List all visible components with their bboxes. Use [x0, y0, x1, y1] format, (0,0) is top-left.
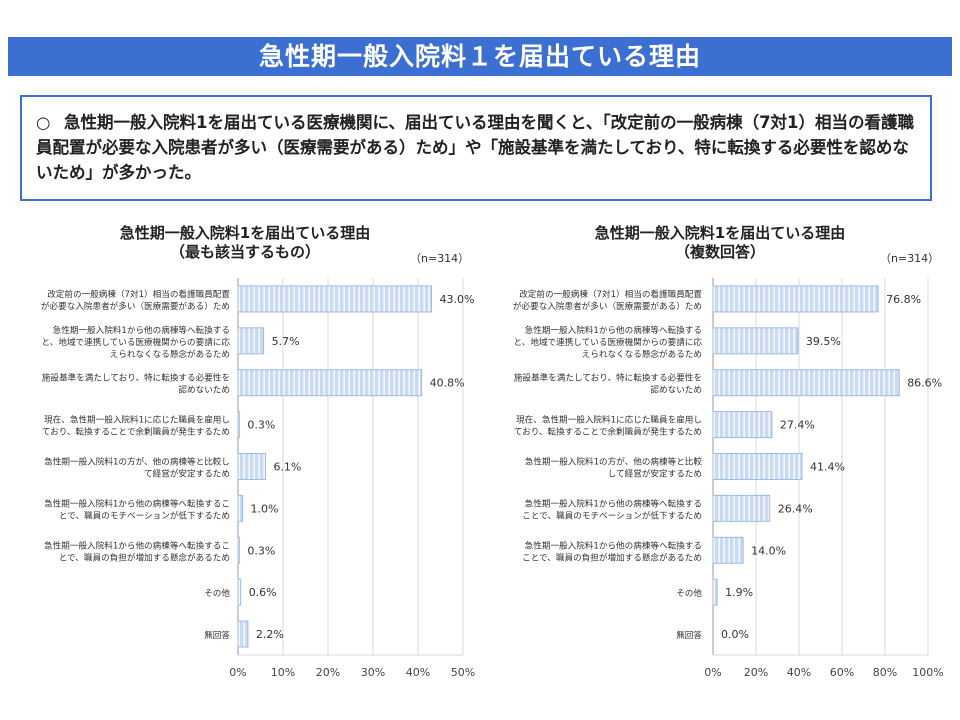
category-label: 改定前の一般病棟（7対1）相当の看護職員配置 [47, 288, 230, 300]
category-label: て経営が安定するため [144, 468, 230, 480]
category-label: 無回答 [204, 629, 230, 641]
category-label: ことで、職員の負担が増加する懸念があるため [522, 551, 702, 563]
category-label: その他 [676, 587, 702, 599]
chart-title-line1: 急性期一般入院料1を届出ている理由 [594, 224, 846, 242]
tick-label: 10% [271, 666, 295, 679]
n-label-right: （n=314） [880, 252, 940, 265]
bar [237, 369, 423, 397]
data-label: 27.4% [780, 419, 815, 432]
category-label: 認めないため [650, 384, 702, 396]
data-label: 76.8% [886, 293, 921, 306]
category-label: ており、転換することで余剰職員が発生するため [42, 426, 230, 438]
tick-label: 40% [787, 666, 811, 679]
summary-box: ○ 急性期一般入院料1を届出ている医療機関に、届出ている理由を聞くと、「改定前の一… [20, 95, 932, 201]
data-label: 40.8% [430, 377, 465, 390]
category-label: 急性期一般入院料1から他の病棟等へ転換するこ [44, 539, 230, 551]
category-label: が必要な入院患者が多い（医療需要がある）ため [41, 300, 230, 312]
category-label: して経営が安定するため [608, 468, 702, 480]
chart-title-line1: 急性期一般入院料1を届出ている理由 [119, 224, 371, 242]
tick-label: 50% [451, 666, 475, 679]
bar [712, 453, 803, 480]
chart-title-line2: （複数回答） [674, 243, 765, 261]
page-title: 急性期一般入院料１を届出ている理由 [8, 37, 952, 76]
bar [237, 411, 240, 439]
data-label: 2.2% [256, 628, 284, 641]
category-label: ことで、職員のモチベーションが低下するため [522, 509, 702, 521]
category-label: と、地域で連携している医療機関からの要請に応 [42, 336, 231, 348]
tick-label: 20% [744, 666, 768, 679]
bar [712, 327, 799, 355]
data-label: 1.0% [251, 502, 279, 515]
bar [237, 536, 240, 564]
data-label: 86.6% [907, 377, 942, 390]
tick-label: 0% [704, 666, 721, 679]
bar [712, 411, 773, 439]
data-label: 0.0% [721, 628, 749, 641]
category-label: 急性期一般入院料1の方が、他の病棟等と比較し [44, 456, 230, 468]
bar [237, 578, 242, 606]
tick-label: 0% [229, 666, 246, 679]
category-label: が必要な入院患者が多い（医療需要がある）ため [513, 300, 702, 312]
bar [237, 620, 249, 648]
summary-text: 急性期一般入院料1を届出ている医療機関に、届出ている理由を聞くと、「改定前の一般… [36, 113, 915, 182]
data-label: 26.4% [778, 502, 813, 515]
category-label: と、地域で連携している医療機関からの要請に応 [514, 336, 703, 348]
category-label: 改定前の一般病棟（7対1）相当の看護職員配置 [519, 288, 702, 300]
tick-label: 20% [316, 666, 340, 679]
data-label: 5.7% [272, 335, 300, 348]
bar [237, 453, 266, 480]
category-label: 急性期一般入院料1の方が、他の病棟等と比較 [525, 456, 703, 468]
bar [237, 285, 432, 313]
tick-label: 60% [830, 666, 854, 679]
data-label: 0.3% [247, 544, 275, 557]
data-label: 0.3% [247, 419, 275, 432]
category-label: えられなくなる懸念があるため [110, 348, 230, 360]
tick-label: 80% [873, 666, 897, 679]
category-label: 急性期一般入院料1から他の病棟等へ転換する [525, 539, 702, 551]
chart-title-left: 急性期一般入院料1を届出ている理由 （最も該当するもの） [60, 224, 430, 262]
category-label: 無回答 [676, 629, 702, 641]
chart-title-line2: （最も該当するもの） [169, 243, 320, 261]
category-label: 現在、急性期一般入院料1に応じた職員を雇用し [44, 414, 230, 426]
category-label: 急性期一般入院料1から他の病棟等へ転換する [525, 324, 702, 336]
bar [712, 578, 718, 606]
category-label: その他 [204, 587, 230, 599]
category-label: 急性期一般入院料1から他の病棟等へ転換する [53, 324, 230, 336]
category-label: 認めないため [178, 384, 230, 396]
tick-label: 100% [912, 666, 943, 679]
bar [712, 536, 744, 564]
data-label: 6.1% [273, 461, 301, 474]
category-label: ており、転換することで余剰職員が発生するため [514, 426, 702, 438]
category-label: 現在、急性期一般入院料1に応じた職員を雇用し [516, 414, 702, 426]
bar [712, 494, 771, 522]
data-label: 14.0% [751, 544, 786, 557]
data-label: 1.9% [725, 586, 753, 599]
n-label-left: （n=314） [410, 252, 470, 265]
bar [237, 494, 243, 522]
tick-label: 30% [361, 666, 385, 679]
bar [237, 327, 265, 355]
bullet: ○ [36, 113, 51, 132]
category-label: 施設基準を満たしており、特に転換する必要性を [42, 372, 230, 384]
category-label: 急性期一般入院料1から他の病棟等へ転換する [525, 497, 702, 509]
tick-label: 40% [406, 666, 430, 679]
chart-title-right: 急性期一般入院料1を届出ている理由 （複数回答） [535, 224, 905, 262]
bar [712, 285, 879, 313]
category-label: えられなくなる懸念があるため [582, 348, 702, 360]
data-label: 43.0% [440, 293, 475, 306]
category-label: 施設基準を満たしており、特に転換する必要性を [514, 372, 702, 384]
data-label: 0.6% [249, 586, 277, 599]
bar [712, 369, 900, 397]
category-label: 急性期一般入院料1から他の病棟等へ転換するこ [44, 497, 230, 509]
data-label: 41.4% [810, 461, 845, 474]
category-label: とで、職員の負担が増加する懸念があるため [59, 551, 230, 563]
data-label: 39.5% [806, 335, 841, 348]
category-label: とで、職員のモチベーションが低下するため [59, 509, 230, 521]
